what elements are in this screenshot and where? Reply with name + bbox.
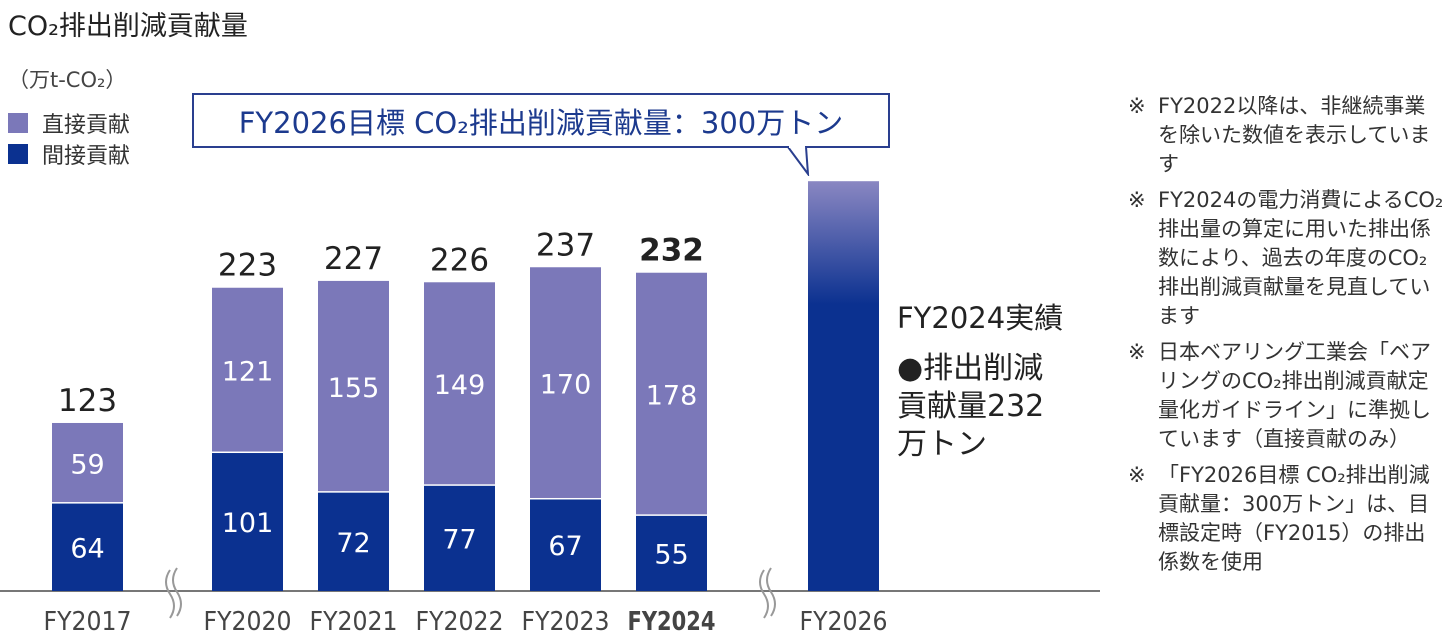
note-text: FY2022以降は、非継続事業を除いた数値を表示しています bbox=[1158, 94, 1431, 176]
total-label: 237 bbox=[536, 227, 595, 263]
note-mark: ※ bbox=[1128, 340, 1146, 364]
bar-indirect bbox=[636, 515, 707, 591]
data-label-direct: 149 bbox=[434, 370, 486, 401]
notes: ※ FY2022以降は、非継続事業を除いた数値を表示しています ※ FY2024の電力… bbox=[1128, 92, 1446, 584]
data-label-direct: 121 bbox=[222, 356, 274, 387]
x-tick-label: FY2026 bbox=[800, 607, 888, 636]
plot-area: FY2017 64 59 123 FY2020 101 121 223 FY2021 72 155 2… bbox=[0, 181, 1100, 636]
data-label-indirect: 55 bbox=[654, 539, 688, 570]
axis-break-mark bbox=[759, 567, 776, 619]
legend-swatch-direct bbox=[8, 113, 28, 133]
bar-indirect bbox=[52, 503, 123, 591]
target-callout: FY2026目標 CO₂排出削減貢献量：300万トン bbox=[192, 93, 890, 148]
bar-indirect bbox=[530, 499, 601, 591]
bar-indirect bbox=[424, 485, 495, 591]
bar-direct bbox=[530, 267, 601, 498]
legend-direct: 直接貢献 bbox=[8, 107, 130, 139]
callout-tail bbox=[787, 146, 810, 176]
x-tick-label: FY2021 bbox=[310, 607, 398, 636]
note-text: FY2024の電力消費によるCO₂排出量の算定に用いた排出係数により、過去の年度… bbox=[1158, 188, 1444, 328]
x-tick-label: FY2023 bbox=[522, 607, 610, 636]
x-tick-label: FY2020 bbox=[204, 607, 292, 636]
note-item: ※ FY2022以降は、非継続事業を除いた数値を表示しています bbox=[1128, 92, 1446, 179]
total-label: 226 bbox=[430, 242, 489, 278]
x-tick-label: FY2017 bbox=[44, 607, 132, 636]
target-bar bbox=[808, 181, 879, 591]
bar-indirect bbox=[212, 453, 283, 591]
note-text: 日本ベアリング工業会「ベアリングのCO₂排出削減貢献定量化ガイドライン」に準拠し… bbox=[1158, 340, 1431, 451]
bar-direct bbox=[318, 280, 389, 492]
unit-label: （万t-CO₂） bbox=[8, 68, 127, 92]
bar-indirect bbox=[318, 492, 389, 591]
legend-label-direct: 直接貢献 bbox=[42, 113, 131, 138]
legend-label-indirect: 間接貢献 bbox=[42, 144, 131, 169]
x-tick-label: FY2024 bbox=[628, 607, 716, 636]
total-label: 223 bbox=[218, 248, 277, 284]
total-label: 123 bbox=[58, 383, 117, 419]
bar-direct bbox=[52, 422, 123, 503]
data-label-indirect: 72 bbox=[336, 528, 370, 559]
data-label-direct: 170 bbox=[540, 369, 592, 400]
axis-break-mark bbox=[165, 567, 182, 619]
data-label-direct: 155 bbox=[328, 373, 380, 404]
note-mark: ※ bbox=[1128, 94, 1146, 118]
note-item: ※ 「FY2026目標 CO₂排出削減貢献量：300万トン」は、目標設定時（FY2… bbox=[1128, 461, 1446, 577]
chart-title: CO₂排出削減貢献量 bbox=[8, 11, 248, 42]
bar-direct bbox=[636, 272, 707, 515]
data-label-direct: 178 bbox=[646, 380, 698, 411]
data-label-indirect: 67 bbox=[548, 531, 582, 562]
total-label: 232 bbox=[639, 233, 704, 269]
data-label-indirect: 101 bbox=[222, 508, 274, 539]
data-label-indirect: 64 bbox=[70, 533, 104, 564]
note-item: ※ 日本ベアリング工業会「ベアリングのCO₂排出削減貢献定量化ガイドライン」に準拠… bbox=[1128, 338, 1446, 454]
actual-title: FY2024実績 bbox=[897, 301, 1064, 335]
note-text: 「FY2026目標 CO₂排出削減貢献量：300万トン」は、目標設定時（FY20… bbox=[1158, 463, 1430, 574]
note-mark: ※ bbox=[1128, 188, 1146, 212]
total-label: 227 bbox=[324, 241, 383, 277]
bar-direct bbox=[212, 287, 283, 452]
legend-indirect: 間接貢献 bbox=[8, 138, 130, 170]
data-label-direct: 59 bbox=[70, 449, 104, 480]
actual-body: ●排出削減貢献量232万トン bbox=[897, 351, 1045, 462]
x-tick-label: FY2022 bbox=[416, 607, 504, 636]
bar-direct bbox=[424, 282, 495, 485]
data-label-indirect: 77 bbox=[442, 524, 476, 555]
note-item: ※ FY2024の電力消費によるCO₂排出量の算定に用いた排出係数により、過去の年… bbox=[1128, 186, 1446, 331]
legend-swatch-indirect bbox=[8, 144, 28, 164]
note-mark: ※ bbox=[1128, 463, 1146, 487]
